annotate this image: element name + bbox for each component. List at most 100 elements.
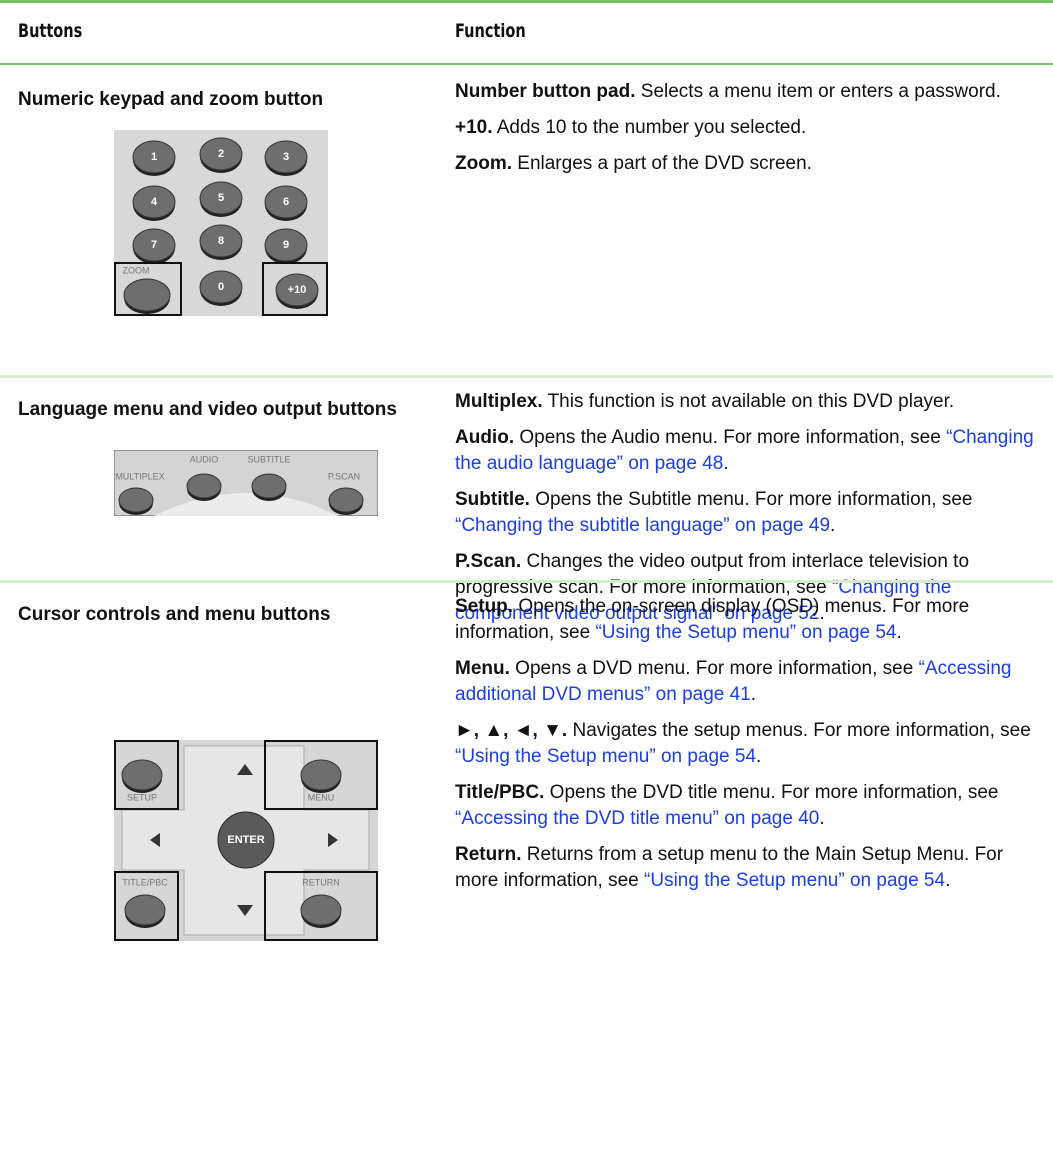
button-label: Numeric keypad and zoom button	[18, 89, 324, 110]
cross-reference-link[interactable]: “Using the Setup menu” on page 54	[595, 622, 897, 643]
function-term: Return.	[455, 844, 522, 865]
remote-image: 1 2 3 4 5 6 7 8 9 ZOOM 0 +10	[114, 130, 328, 316]
cross-reference-link[interactable]: “Changing the audio language” on page 48	[455, 427, 1034, 474]
button	[275, 273, 319, 307]
button	[264, 140, 308, 174]
image-label: RETURN	[302, 877, 340, 887]
image-label: MENU	[308, 792, 335, 802]
image-label: 8	[218, 235, 224, 247]
arrow	[150, 833, 160, 847]
function-term: Subtitle.	[455, 489, 530, 510]
table-row: Language menu and video output buttons MU…	[0, 375, 1053, 624]
function-punctuation: .	[723, 453, 729, 474]
image-label: 1	[151, 151, 157, 163]
button	[264, 228, 308, 262]
button	[264, 185, 308, 219]
function-list: Setup. Opens the on-screen display (OSD)…	[455, 594, 1047, 904]
highlight-box	[264, 871, 378, 941]
function-term: Audio.	[455, 427, 515, 448]
function-text: Navigates the setup menus. For more info…	[572, 720, 1031, 741]
function-punctuation: .	[819, 808, 825, 829]
function-text: Adds 10 to the number you selected.	[496, 117, 807, 138]
highlight-box	[114, 262, 182, 316]
cross-reference-link[interactable]: “Using the Setup menu” on page 54	[455, 746, 757, 767]
function-text: Enlarges a part of the DVD screen.	[517, 153, 812, 174]
image-label: ENTER	[227, 834, 264, 846]
cross-reference-link[interactable]: “Accessing additional DVD menus” on page…	[455, 658, 1012, 705]
button-label: Cursor controls and menu buttons	[18, 604, 331, 625]
header-rule	[0, 63, 1053, 65]
enter-button	[217, 811, 275, 869]
function-term: Title/PBC.	[455, 782, 545, 803]
function-text: Returns from a setup menu to the Main Se…	[455, 844, 1004, 891]
button	[132, 185, 176, 219]
image-label: 6	[283, 196, 289, 208]
table-row: Cursor controls and menu buttons SETUP MEN…	[0, 580, 1053, 1176]
function-punctuation: .	[830, 515, 836, 536]
function-entry: Multiplex. This function is not availabl…	[455, 389, 1047, 415]
image-label: AUDIO	[190, 454, 219, 464]
button	[132, 228, 176, 262]
cross-reference-link[interactable]: “Changing the subtitle language” on page…	[455, 515, 831, 536]
button	[251, 473, 287, 499]
highlight-box	[264, 740, 378, 810]
button	[199, 137, 243, 171]
button	[300, 759, 342, 791]
function-term: ►, ▲, ◄, ▼.	[455, 720, 568, 741]
function-entry: Audio. Opens the Audio menu. For more in…	[455, 425, 1047, 477]
function-entry: Setup. Opens the on-screen display (OSD)…	[455, 594, 1047, 646]
image-label: TITLE/PBC	[122, 877, 168, 887]
image-label: 2	[218, 148, 224, 160]
button	[328, 487, 364, 513]
function-list: Number button pad. Selects a menu item o…	[455, 79, 1047, 187]
image-label: ZOOM	[123, 265, 150, 275]
button-label: Language menu and video output buttons	[18, 399, 397, 420]
function-entry: Zoom. Enlarges a part of the DVD screen.	[455, 151, 1047, 177]
image-label: 4	[151, 196, 158, 208]
image-label: 9	[283, 239, 289, 251]
function-entry: +10. Adds 10 to the number you selected.	[455, 115, 1047, 141]
function-entry: Return. Returns from a setup menu to the…	[455, 842, 1047, 894]
function-entry: Menu. Opens a DVD menu. For more informa…	[455, 656, 1047, 708]
remote-image: MULTIPLEX AUDIO SUBTITLE P.SCAN	[114, 450, 378, 516]
row-rule	[0, 375, 1053, 378]
header-function: Function	[455, 20, 526, 42]
image-label: MULTIPLEX	[115, 471, 164, 481]
image-label: SETUP	[127, 792, 157, 802]
remote-image: SETUP MENU ENTER TITLE/PBC RETURN	[114, 740, 378, 941]
function-term: Setup.	[455, 596, 514, 617]
function-punctuation: .	[896, 622, 902, 643]
function-term: +10.	[455, 117, 493, 138]
function-entry: ►, ▲, ◄, ▼. Navigates the setup menus. F…	[455, 718, 1047, 770]
function-punctuation: .	[756, 746, 762, 767]
function-punctuation: .	[819, 603, 825, 624]
image-label: 5	[218, 192, 224, 204]
image-label: 3	[283, 151, 289, 163]
image-label: SUBTITLE	[247, 454, 290, 464]
table-row: Numeric keypad and zoom button 1 2 3 4 5 6 7 8 9 Z…	[0, 65, 1053, 375]
function-entry: Number button pad. Selects a menu item o…	[455, 79, 1047, 105]
cross-reference-link[interactable]: “Accessing the DVD title menu” on page 4…	[455, 808, 820, 829]
function-term: Number button pad.	[455, 81, 636, 102]
image-label: +10	[288, 284, 307, 296]
button	[118, 487, 154, 513]
function-entry: Title/PBC. Opens the DVD title menu. For…	[455, 780, 1047, 832]
button	[199, 181, 243, 215]
function-punctuation: .	[750, 684, 757, 705]
highlight-box	[262, 262, 328, 316]
button	[123, 278, 171, 312]
row-rule	[0, 580, 1053, 583]
arrow	[237, 905, 253, 916]
function-text: Opens the on-screen display (OSD) menus.…	[455, 596, 970, 643]
arrow	[328, 833, 338, 847]
button	[199, 224, 243, 258]
function-list: Multiplex. This function is not availabl…	[455, 389, 1047, 637]
image-label: P.SCAN	[328, 471, 360, 481]
highlight-box	[114, 740, 179, 810]
button	[300, 894, 342, 926]
highlight-box	[114, 871, 179, 941]
arrow	[237, 764, 253, 775]
function-text: Opens the DVD title menu. For more infor…	[549, 782, 999, 803]
cross-reference-link[interactable]: “Using the Setup menu” on page 54	[644, 870, 946, 891]
